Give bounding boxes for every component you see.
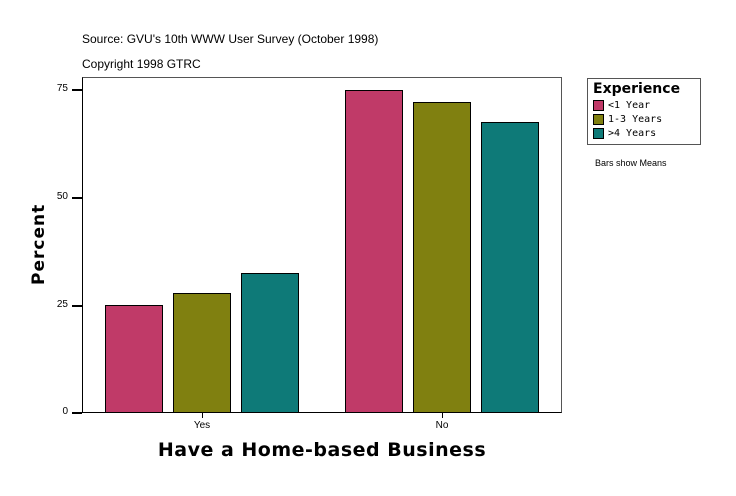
bar-no-1: [413, 102, 471, 413]
legend-item: <1 Year: [593, 99, 650, 112]
y-tick-label: 50: [56, 191, 68, 202]
y-axis-title: Percent: [29, 203, 49, 285]
y-tick-75: [72, 89, 82, 91]
bar-no-2: [481, 122, 539, 413]
means-note: Bars show Means: [595, 158, 667, 168]
copyright-caption: Copyright 1998 GTRC: [82, 57, 201, 71]
y-tick-label: 25: [56, 299, 68, 310]
y-tick-50: [72, 197, 82, 199]
plot-area: [82, 77, 562, 413]
x-tick-label: Yes: [193, 420, 211, 431]
y-tick-25: [72, 305, 82, 307]
bar-yes-2: [241, 273, 299, 413]
bar-yes-1: [173, 292, 231, 413]
legend-swatch: [593, 114, 604, 125]
x-tick-label: No: [435, 420, 449, 431]
legend-swatch: [593, 100, 604, 111]
y-tick-0: [72, 412, 82, 414]
legend-label: 1-3 Years: [608, 114, 663, 125]
legend-item: 1-3 Years: [593, 113, 662, 126]
legend: Experience <1 Year 1-3 Years >4 Years: [587, 78, 701, 145]
x-axis-title: Have a Home-based Business: [157, 439, 487, 461]
legend-item: >4 Years: [593, 127, 656, 140]
legend-title: Experience: [593, 81, 681, 97]
x-tick-yes: [202, 413, 203, 418]
bar-yes-0: [105, 305, 163, 413]
bar-no-0: [345, 90, 403, 413]
y-tick-label: 0: [62, 406, 68, 417]
x-tick-no: [442, 413, 443, 418]
legend-label: >4 Years: [608, 128, 657, 139]
legend-swatch: [593, 128, 604, 139]
y-tick-label: 75: [56, 83, 68, 94]
source-caption: Source: GVU's 10th WWW User Survey (Octo…: [82, 32, 379, 46]
legend-label: <1 Year: [608, 100, 651, 111]
